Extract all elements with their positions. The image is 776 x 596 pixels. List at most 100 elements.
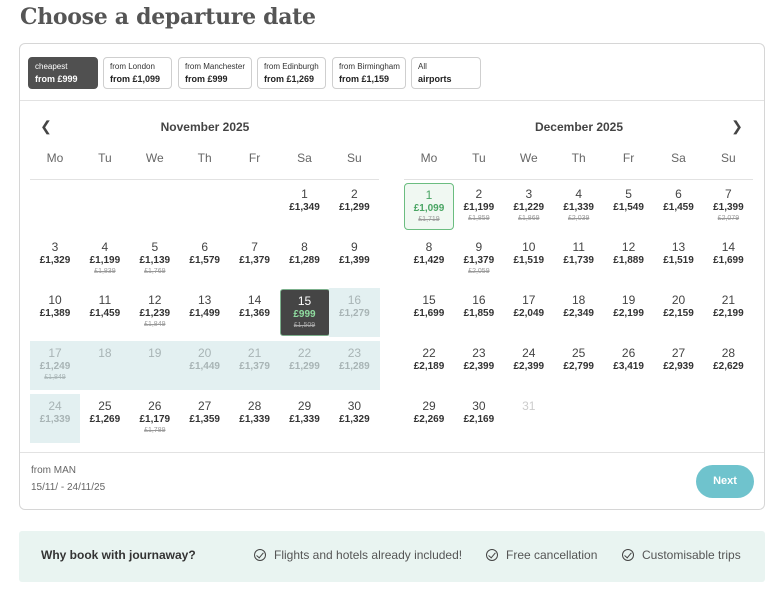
calendar-day[interactable]: 22 £2,189	[404, 342, 454, 389]
day-price: £1,379	[239, 255, 270, 266]
calendar-day[interactable]: 3 £1,329	[30, 236, 80, 283]
day-number: 24	[48, 399, 62, 413]
day-number: 19	[621, 293, 636, 307]
calendar-day[interactable]: 23 £1,289	[329, 342, 379, 389]
day-price: £1,359	[189, 414, 220, 425]
calendar-day[interactable]: 12 £1,239 £1,849	[130, 289, 180, 336]
range-highlight	[279, 341, 330, 390]
day-number: 8	[425, 240, 433, 254]
calendar-day[interactable]: 13 £1,519	[654, 236, 704, 283]
day-number: 12	[621, 240, 636, 254]
calendar-day[interactable]: 4 £1,199 £1,839	[80, 236, 130, 283]
filter-chip-label: from Birmingham	[339, 62, 400, 71]
calendar-day[interactable]: 25 £2,799	[554, 342, 604, 389]
calendar-day[interactable]: 15 £1,699	[404, 289, 454, 336]
calendar-day[interactable]: 24 £2,399	[504, 342, 554, 389]
calendar-day[interactable]: 4 £1,339 £2,039	[554, 183, 604, 230]
calendar-day[interactable]: 30 £1,329	[329, 395, 379, 442]
calendar-day[interactable]: 19	[130, 342, 180, 389]
calendar-day[interactable]: 28 £2,629	[703, 342, 753, 389]
calendar-day[interactable]: 14 £1,699	[703, 236, 753, 283]
calendar-day[interactable]: 1 £1,099 £1,719	[404, 183, 454, 230]
day-number: 1	[301, 187, 308, 201]
calendar-day[interactable]: 16 £1,279	[329, 289, 379, 336]
weekday-label: We	[519, 151, 538, 165]
calendar-day[interactable]: 18	[80, 342, 130, 389]
filter-chip[interactable]: from London from £1,099	[103, 57, 172, 89]
calendar-day[interactable]: 20 £1,449	[180, 342, 230, 389]
calendar-day[interactable]: 3 £1,229 £1,869	[504, 183, 554, 230]
day-number: 5	[151, 240, 159, 254]
filter-chip[interactable]: from Birmingham from £1,159	[332, 57, 406, 89]
day-number: 6	[675, 187, 682, 201]
calendar-day[interactable]: 14 £1,369	[230, 289, 280, 336]
calendar-day[interactable]: 19 £2,199	[604, 289, 654, 336]
filter-chip-price: from £1,099	[110, 74, 161, 84]
weekday-label: Su	[347, 151, 362, 165]
next-button[interactable]: Next	[696, 465, 754, 498]
calendar-day[interactable]: 27 £1,359	[180, 395, 230, 442]
day-number: 7	[725, 187, 732, 201]
calendar-day[interactable]: 24 £1,339	[30, 395, 80, 442]
calendar-day[interactable]: 8 £1,429	[404, 236, 454, 283]
calendar-day[interactable]: 7 £1,379	[230, 236, 280, 283]
calendar-day[interactable]: 21 £2,199	[703, 289, 753, 336]
chevron-right-icon[interactable]: ❯	[731, 118, 743, 134]
filter-chip-label: from Manchester	[185, 62, 246, 71]
calendar-day[interactable]: 16 £1,859	[454, 289, 504, 336]
day-number: 25	[572, 346, 586, 360]
calendar-day[interactable]: 8 £1,289	[280, 236, 330, 283]
day-price: £3,419	[613, 361, 644, 372]
calendar-day[interactable]: 25 £1,269	[80, 395, 130, 442]
filter-chip[interactable]: cheapest from £999	[28, 57, 98, 89]
divider	[20, 452, 764, 453]
calendar-day[interactable]: 17 £1,249 £1,849	[30, 342, 80, 389]
day-price: £2,939	[663, 361, 694, 372]
day-number: 29	[297, 399, 312, 413]
weekday-label: Tu	[472, 151, 486, 165]
calendar-day[interactable]: 10 £1,519	[504, 236, 554, 283]
day-number: 18	[572, 293, 586, 307]
calendar-day[interactable]: 18 £2,349	[554, 289, 604, 336]
calendar-day[interactable]: 22 £1,299	[280, 342, 330, 389]
chevron-left-icon[interactable]: ❮	[40, 118, 52, 134]
calendar-day[interactable]: 12 £1,889	[604, 236, 654, 283]
calendar-day[interactable]: 21 £1,379	[230, 342, 280, 389]
calendar-day[interactable]: 11 £1,739	[554, 236, 604, 283]
calendar-day[interactable]: 9 £1,379 £2,059	[454, 236, 504, 283]
calendar-day[interactable]: 2 £1,199 £1,859	[454, 183, 504, 230]
filter-chip[interactable]: from Manchester from £999	[178, 57, 252, 89]
calendar-day[interactable]: 28 £1,339	[230, 395, 280, 442]
calendar-day[interactable]: 10 £1,389	[30, 289, 80, 336]
calendar-day[interactable]: 9 £1,399	[329, 236, 379, 283]
calendar-day[interactable]: 17 £2,049	[504, 289, 554, 336]
calendar-day[interactable]: 11 £1,459	[80, 289, 130, 336]
weekday-label: We	[145, 151, 164, 165]
calendar-day[interactable]: 6 £1,459	[654, 183, 704, 230]
filter-chip[interactable]: All airports	[411, 57, 481, 89]
calendar-day[interactable]: 26 £3,419	[604, 342, 654, 389]
day-number: 2	[475, 187, 483, 201]
calendar-day[interactable]: 30 £2,169	[454, 395, 504, 442]
calendar-day[interactable]: 5 £1,139 £1,769	[130, 236, 180, 283]
calendar-day[interactable]: 27 £2,939	[654, 342, 704, 389]
calendar-day[interactable]: 2 £1,299	[329, 183, 379, 230]
calendar-day[interactable]: 23 £2,399	[454, 342, 504, 389]
calendar-day[interactable]: 29 £2,269	[404, 395, 454, 442]
calendar-day[interactable]: 1 £1,349	[280, 183, 330, 230]
calendar-day[interactable]: 13 £1,499	[180, 289, 230, 336]
day-price: £2,399	[463, 361, 495, 372]
day-old-price: £1,849	[44, 374, 66, 381]
calendar-day[interactable]: 29 £1,339	[280, 395, 330, 442]
day-number: 28	[247, 399, 262, 413]
calendar-day[interactable]: 15 £999 £1,509	[279, 289, 330, 336]
calendar-day[interactable]: 20 £2,159	[654, 289, 704, 336]
filter-chip[interactable]: from Edinburgh from £1,269	[257, 57, 326, 89]
calendar-day[interactable]: 6 £1,579	[180, 236, 230, 283]
day-number: 11	[98, 293, 112, 307]
calendar-day[interactable]: 26 £1,179 £1,789	[130, 395, 180, 442]
day-number: 3	[525, 187, 533, 201]
calendar-day[interactable]: 5 £1,549	[604, 183, 654, 230]
calendar-day[interactable]: 7 £1,399 £2,079	[703, 183, 753, 230]
day-number: 20	[671, 293, 686, 307]
